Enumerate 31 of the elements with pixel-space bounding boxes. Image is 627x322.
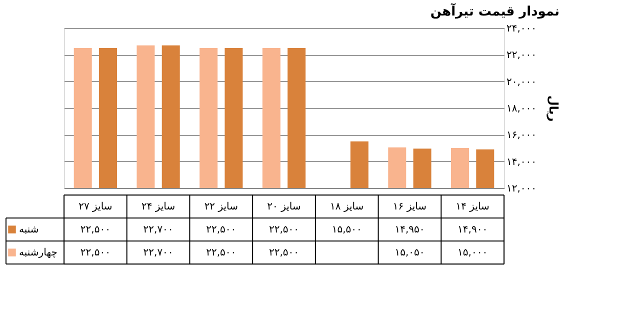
y-tick-label: ۱۴,۰۰۰ bbox=[506, 156, 537, 168]
x-tick-label: سایز ۲۷ bbox=[78, 202, 112, 212]
x-tick-label: سایز ۲۲ bbox=[204, 202, 238, 212]
legend-label: چهارشنبه bbox=[19, 248, 58, 258]
y-tick-label: ۲۰,۰۰۰ bbox=[506, 76, 537, 88]
data-label: ۱۴,۹۵۰ bbox=[394, 224, 425, 236]
chart-title: نمودار قیمت تیرآهن bbox=[430, 2, 560, 20]
data-label: ۲۲,۵۰۰ bbox=[268, 248, 300, 258]
x-tick-label: سایز ۲۴ bbox=[141, 202, 176, 212]
x-tick-label: سایز ۱۴ bbox=[456, 202, 490, 212]
y-tick-label: ۱۲,۰۰۰ bbox=[506, 184, 537, 194]
data-label: ۲۲,۵۰۰ bbox=[80, 248, 110, 258]
x-tick-label: سایز ۱۶ bbox=[392, 202, 427, 212]
data-label: ۱۵,۵۰۰ bbox=[332, 224, 362, 236]
y-tick-label: ۲۴,۰۰۰ bbox=[506, 24, 537, 34]
y-tick-label: ۲۲,۰۰۰ bbox=[506, 50, 537, 62]
data-label: ۱۴,۹۰۰ bbox=[458, 224, 488, 236]
x-tick-label: سایز ۱۸ bbox=[330, 202, 364, 212]
data-label: ۲۲,۵۰۰ bbox=[206, 248, 236, 258]
data-label: ۱۵,۰۰۰ bbox=[458, 248, 488, 258]
y-tick-label: ۱۸,۰۰۰ bbox=[506, 104, 537, 114]
x-tick-label: سایز ۲۰ bbox=[267, 202, 301, 212]
data-label: ۲۲,۵۰۰ bbox=[80, 224, 110, 236]
data-label: ۲۲,۵۰۰ bbox=[268, 224, 300, 236]
data-label: ۲۲,۵۰۰ bbox=[206, 224, 236, 236]
y-tick-label: ۱۶,۰۰۰ bbox=[506, 130, 537, 142]
y-axis-title: ریال bbox=[546, 95, 561, 122]
data-label: ۲۲,۷۰۰ bbox=[143, 224, 174, 236]
data-label: ۲۲,۷۰۰ bbox=[143, 248, 174, 258]
legend-label: شنبه bbox=[19, 224, 39, 236]
data-label: ۱۵,۰۵۰ bbox=[394, 248, 425, 258]
